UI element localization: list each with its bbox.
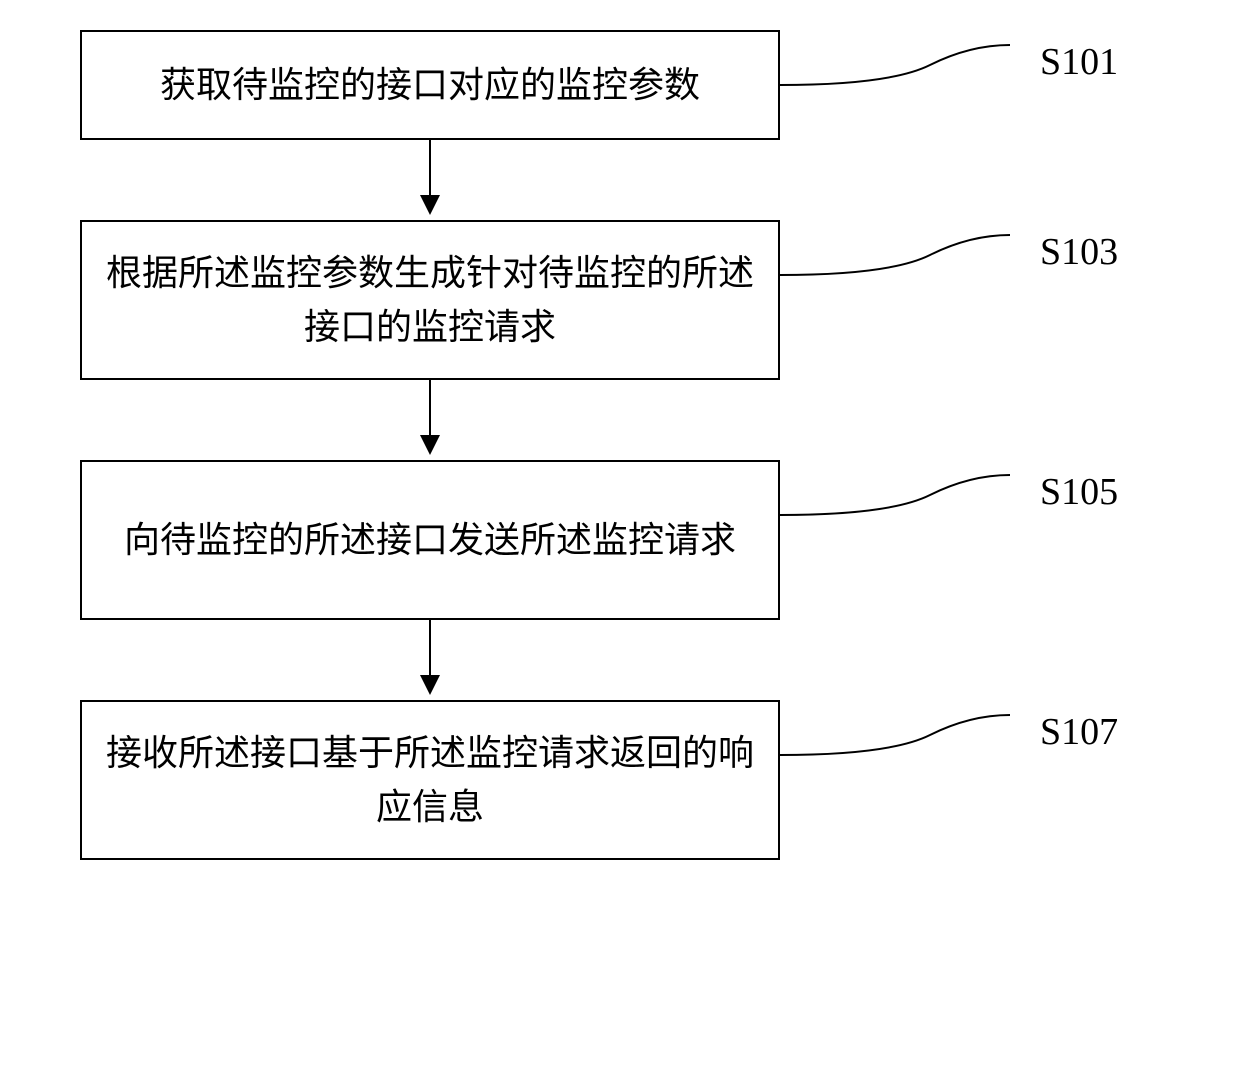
arrow-head-icon bbox=[420, 435, 440, 455]
arrow-line bbox=[429, 620, 431, 680]
step-box-s103: 根据所述监控参数生成针对待监控的所述接口的监控请求 bbox=[80, 220, 780, 380]
step-box-s105: 向待监控的所述接口发送所述监控请求 bbox=[80, 460, 780, 620]
arrow-line bbox=[429, 140, 431, 200]
step-label-s103: S103 bbox=[1040, 230, 1118, 274]
arrow-head-icon bbox=[420, 675, 440, 695]
connector-curve bbox=[780, 30, 1020, 110]
connector-curve bbox=[780, 220, 1020, 300]
arrow-head-icon bbox=[420, 195, 440, 215]
flowchart-step: 向待监控的所述接口发送所述监控请求 bbox=[80, 460, 780, 620]
step-text: 向待监控的所述接口发送所述监控请求 bbox=[124, 513, 736, 567]
step-label-s105: S105 bbox=[1040, 470, 1118, 514]
step-text: 获取待监控的接口对应的监控参数 bbox=[160, 58, 700, 112]
connector-curve bbox=[780, 460, 1020, 540]
arrow-line bbox=[429, 380, 431, 440]
step-label-s107: S107 bbox=[1040, 710, 1118, 754]
flowchart-container: 获取待监控的接口对应的监控参数 根据所述监控参数生成针对待监控的所述接口的监控请… bbox=[80, 30, 780, 860]
flowchart-step: 接收所述接口基于所述监控请求返回的响应信息 bbox=[80, 700, 780, 860]
step-text: 接收所述接口基于所述监控请求返回的响应信息 bbox=[102, 726, 758, 834]
step-text: 根据所述监控参数生成针对待监控的所述接口的监控请求 bbox=[102, 246, 758, 354]
flowchart-step: 根据所述监控参数生成针对待监控的所述接口的监控请求 bbox=[80, 220, 780, 380]
step-label-s101: S101 bbox=[1040, 40, 1118, 84]
flowchart-arrow bbox=[80, 380, 780, 460]
flowchart-arrow bbox=[80, 620, 780, 700]
flowchart-step: 获取待监控的接口对应的监控参数 bbox=[80, 30, 780, 140]
step-box-s107: 接收所述接口基于所述监控请求返回的响应信息 bbox=[80, 700, 780, 860]
connector-curve bbox=[780, 700, 1020, 780]
flowchart-arrow bbox=[80, 140, 780, 220]
step-box-s101: 获取待监控的接口对应的监控参数 bbox=[80, 30, 780, 140]
